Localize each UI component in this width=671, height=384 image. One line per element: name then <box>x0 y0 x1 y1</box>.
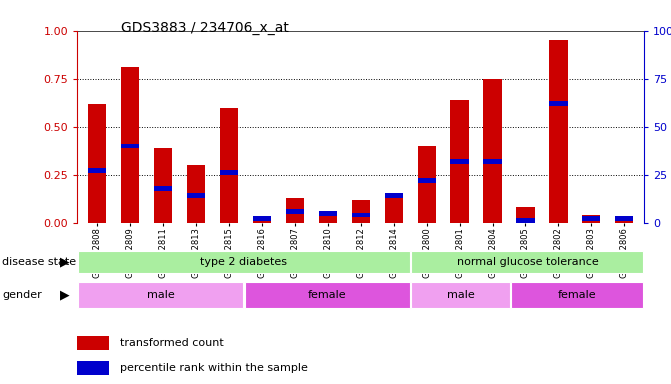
Bar <box>352 200 370 223</box>
Bar <box>77 336 109 350</box>
Bar <box>384 194 403 198</box>
Bar <box>253 217 271 223</box>
Text: female: female <box>308 290 347 300</box>
Bar <box>417 178 435 183</box>
Bar <box>411 251 643 273</box>
Bar <box>615 217 633 221</box>
Bar <box>187 165 205 223</box>
Bar <box>550 40 568 223</box>
Text: percentile rank within the sample: percentile rank within the sample <box>120 363 308 373</box>
Bar <box>319 213 337 223</box>
Bar <box>77 361 109 375</box>
Bar <box>154 148 172 223</box>
Bar <box>484 159 502 164</box>
Bar <box>517 218 535 223</box>
Bar <box>154 186 172 190</box>
Bar <box>219 108 238 223</box>
Bar <box>319 211 337 215</box>
Bar <box>550 101 568 106</box>
Bar <box>245 282 410 308</box>
Bar <box>78 251 410 273</box>
Text: male: male <box>147 290 174 300</box>
Bar <box>417 146 435 223</box>
Bar <box>484 79 502 223</box>
Bar <box>352 213 370 217</box>
Bar <box>615 219 633 223</box>
Bar <box>450 100 468 223</box>
Bar <box>511 282 643 308</box>
Bar <box>253 217 271 221</box>
Text: ▶: ▶ <box>60 256 70 268</box>
Bar <box>121 144 139 148</box>
Text: transformed count: transformed count <box>120 338 223 348</box>
Text: ▶: ▶ <box>60 288 70 301</box>
Text: normal glucose tolerance: normal glucose tolerance <box>456 257 599 267</box>
Text: female: female <box>558 290 597 300</box>
Text: GDS3883 / 234706_x_at: GDS3883 / 234706_x_at <box>121 21 289 35</box>
Bar <box>88 169 106 173</box>
Text: gender: gender <box>2 290 42 300</box>
Bar <box>219 170 238 175</box>
Bar <box>450 159 468 164</box>
Bar <box>78 282 244 308</box>
Bar <box>121 67 139 223</box>
Bar <box>88 104 106 223</box>
Text: type 2 diabetes: type 2 diabetes <box>201 257 287 267</box>
Text: disease state: disease state <box>2 257 76 267</box>
Bar <box>411 282 510 308</box>
Bar <box>517 207 535 223</box>
Text: male: male <box>447 290 474 300</box>
Bar <box>286 198 304 223</box>
Bar <box>582 217 601 221</box>
Bar <box>187 194 205 198</box>
Bar <box>384 198 403 223</box>
Bar <box>286 209 304 214</box>
Bar <box>582 215 601 223</box>
